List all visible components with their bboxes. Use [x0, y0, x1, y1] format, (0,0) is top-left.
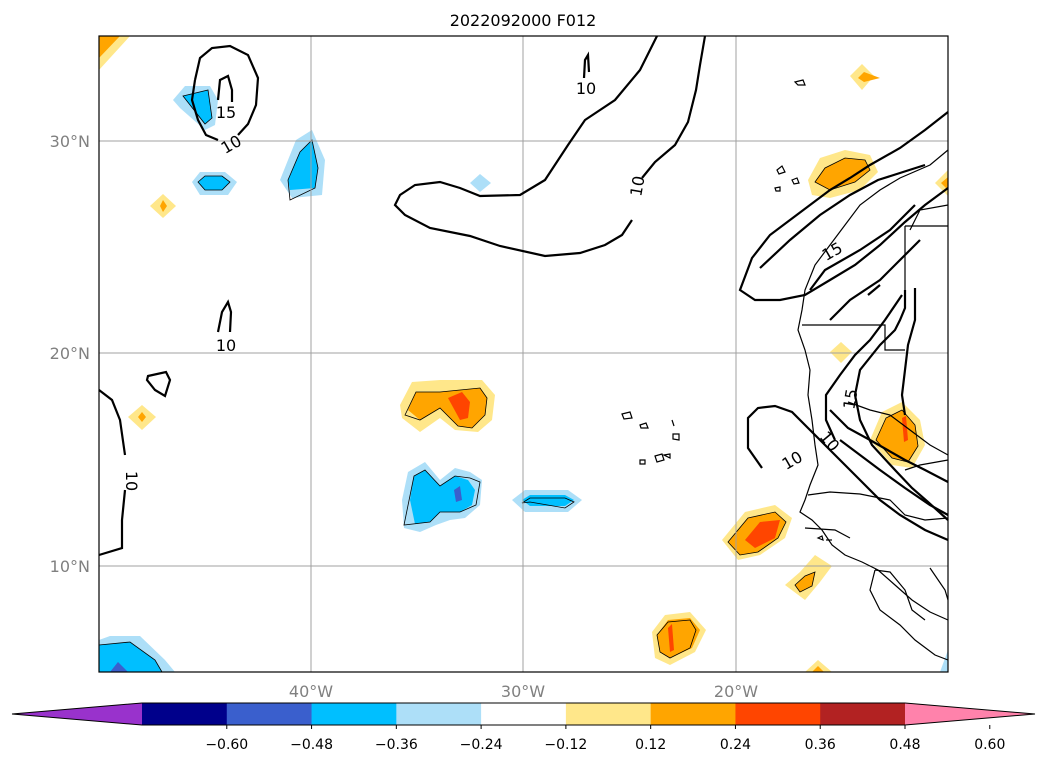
colorbar-swatch: [311, 703, 397, 725]
colorbar-tick-label: 0.24: [720, 737, 751, 753]
colorbar-swatch: [142, 703, 228, 725]
colorbar-swatch: [396, 703, 482, 725]
colorbar-tick-label: 0.36: [805, 737, 836, 753]
contour-label-15: 15: [216, 103, 236, 122]
map-frame: [98, 35, 949, 673]
colorbar-extend-low: [12, 703, 142, 725]
colorbar-swatch: [650, 703, 736, 725]
lon-label-40w: 40°W: [289, 682, 333, 701]
colorbar-tick-label: −0.60: [205, 737, 248, 753]
contour-label-15: 15: [839, 387, 861, 410]
lat-label-30n: 30°N: [50, 132, 90, 151]
colorbar-tick-label: −0.48: [290, 737, 333, 753]
lon-label-30w: 30°W: [501, 682, 545, 701]
colorbar-tick-label: 0.48: [889, 737, 920, 753]
colorbar-tick-label: 0.12: [635, 737, 666, 753]
contour-label-10: 10: [576, 79, 596, 98]
lon-labels: 40°W 30°W 20°W: [289, 682, 758, 701]
colorbar-tick-label: 0.60: [974, 737, 1005, 753]
thin-contours: [98, 89, 919, 673]
colorbar-tick-label: −0.36: [375, 737, 418, 753]
contour-label-10: 10: [216, 336, 236, 355]
map-panel: 15 10 10 10 10 10 15 15 10 10: [98, 35, 949, 673]
colorbar-extend-high: [905, 703, 1035, 725]
lat-label-20n: 20°N: [50, 344, 90, 363]
colorbar-swatch: [226, 703, 313, 725]
colorbar-swatch: [481, 703, 567, 725]
contour-label-10: 10: [122, 471, 141, 491]
bold-contours: [98, 35, 949, 557]
lat-label-10n: 10°N: [50, 557, 90, 576]
lon-label-20w: 20°W: [714, 682, 758, 701]
figure-title: 2022092000 F012: [450, 11, 597, 30]
colorbar-swatch: [820, 703, 906, 725]
colorbar-swatch: [735, 703, 821, 725]
colorbar: −0.60 −0.48 −0.36 −0.24 −0.12 0.12 0.24 0.36 0.4…: [11, 702, 1036, 753]
colorbar-tick-label: −0.24: [460, 737, 503, 753]
lat-labels: 30°N 20°N 10°N: [50, 132, 90, 576]
gridlines: [99, 36, 948, 672]
colorbar-tick-label: −0.12: [544, 737, 587, 753]
colorbar-outline: [11, 702, 1036, 726]
colorbar-swatch: [565, 703, 652, 725]
contour-label-10: 10: [626, 174, 648, 197]
